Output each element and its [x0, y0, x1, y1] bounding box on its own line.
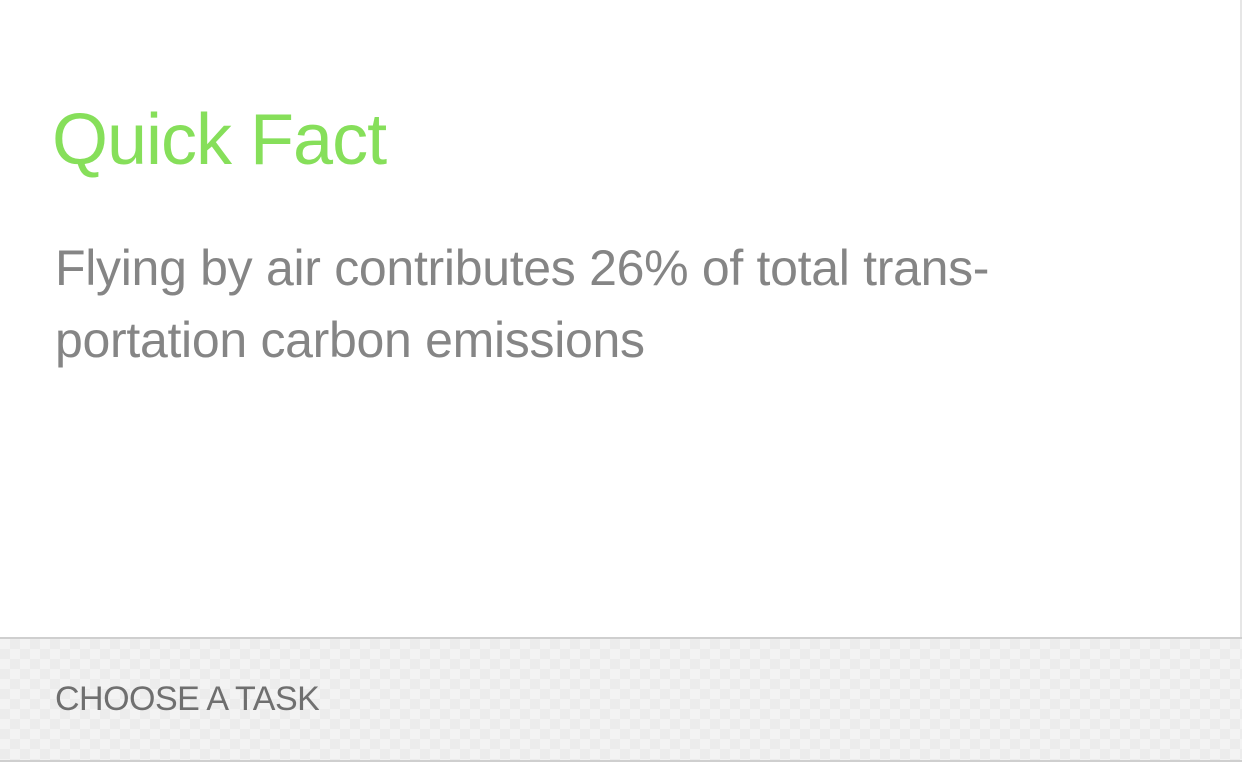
card-title: Quick Fact — [52, 100, 387, 180]
fact-text: Flying by air contributes 26% of total t… — [55, 232, 1175, 376]
choose-task-button[interactable]: CHOOSE A TASK — [0, 637, 1242, 762]
choose-task-label: CHOOSE A TASK — [55, 680, 320, 718]
fact-line-2: portation carbon emissions — [55, 312, 645, 368]
fact-line-1: Flying by air contributes 26% of total t… — [55, 240, 990, 296]
